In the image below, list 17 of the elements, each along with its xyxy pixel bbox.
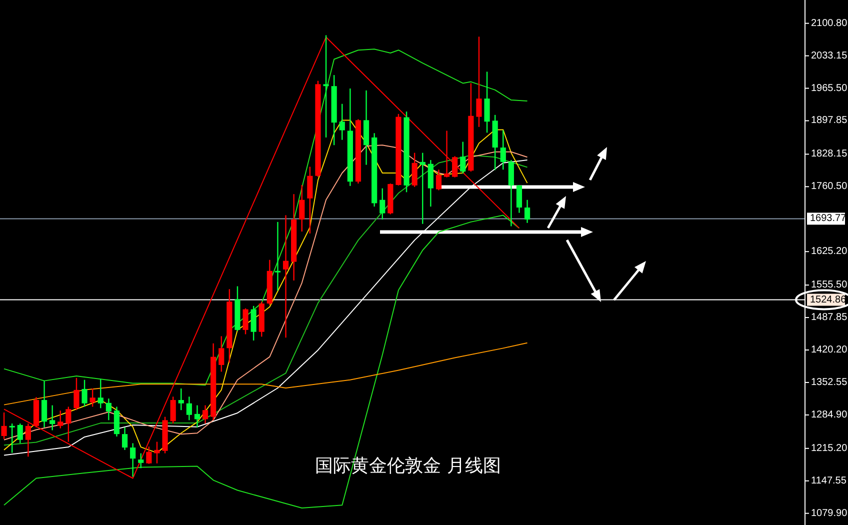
y-tick-label: 1284.90 bbox=[811, 409, 848, 420]
y-tick-label: 1420.20 bbox=[811, 344, 848, 356]
y-tick-label: 1352.55 bbox=[811, 376, 848, 388]
ref-line-label: 1524.86 bbox=[810, 294, 847, 306]
y-tick-label: 2100.80 bbox=[811, 18, 848, 29]
y-tick-label: 1555.50 bbox=[811, 280, 848, 291]
y-tick-label: 2033.15 bbox=[811, 50, 848, 62]
y-tick-label: 1965.50 bbox=[811, 82, 848, 94]
y-tick-label: 1828.15 bbox=[811, 148, 848, 160]
y-tick-label: 1625.20 bbox=[811, 246, 848, 258]
y-tick-label: 1487.85 bbox=[811, 312, 848, 324]
y-tick-label: 1760.50 bbox=[811, 181, 848, 192]
y-tick-label: 1079.90 bbox=[811, 508, 848, 519]
y-tick-label: 1147.55 bbox=[811, 475, 847, 486]
y-tick-label: 1897.85 bbox=[811, 115, 848, 126]
ref-line-label: 1693.77 bbox=[810, 213, 847, 224]
y-tick-label: 1215.20 bbox=[811, 442, 848, 454]
